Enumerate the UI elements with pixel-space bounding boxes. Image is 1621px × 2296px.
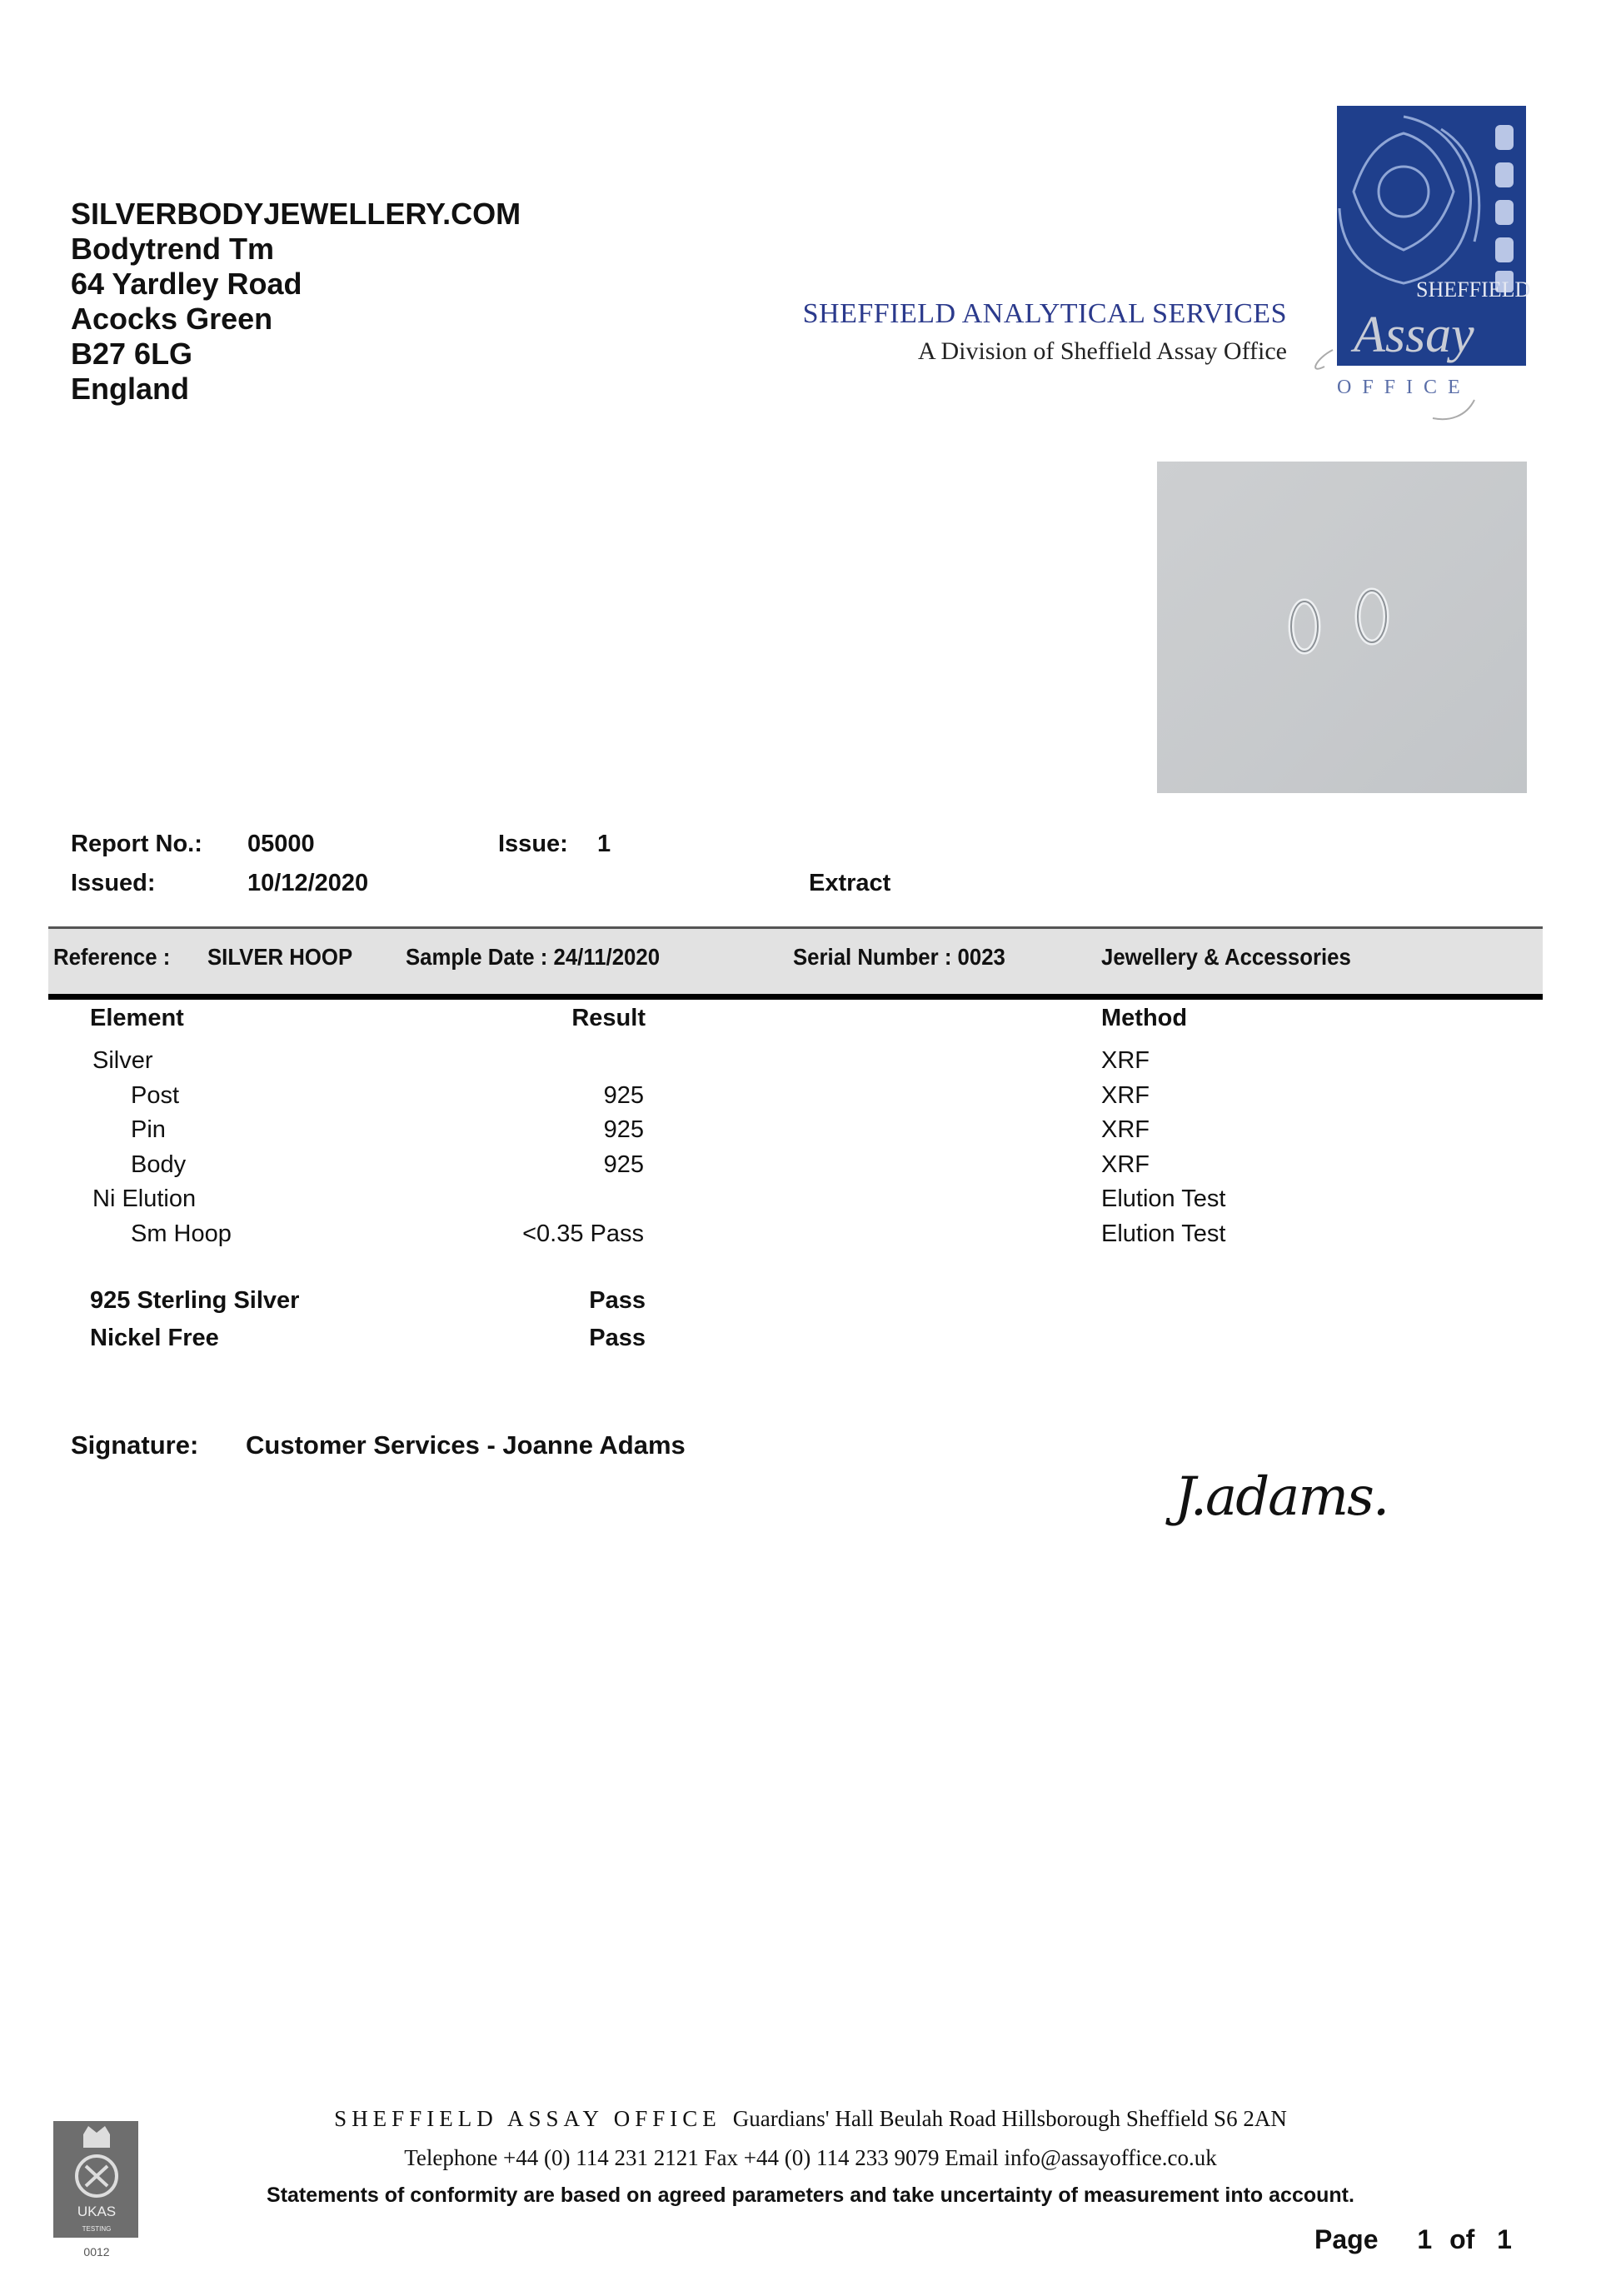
report-no: 05000 <box>247 831 315 857</box>
issue-number: 1 <box>597 831 611 857</box>
ukas-logo: UKAS TESTING 0012 <box>52 2116 142 2270</box>
row-result: 925 <box>603 1151 644 1178</box>
issued-label: Issued: <box>71 870 156 896</box>
reference-value: SILVER HOOP <box>207 944 353 970</box>
row-method: XRF <box>1101 1151 1150 1178</box>
ukas-number: 0012 <box>83 2245 109 2259</box>
reference-label: Reference : <box>53 944 171 970</box>
signature-label: Signature: <box>71 1430 199 1460</box>
header-title: SHEFFIELD ANALYTICAL SERVICES <box>802 298 1287 329</box>
footer-address: SHEFFIELD ASSAY OFFICE Guardians' Hall Be… <box>0 2106 1621 2132</box>
issued-date: 10/12/2020 <box>247 870 369 896</box>
summary-result: Pass <box>589 1325 646 1351</box>
address-line: England <box>71 372 189 406</box>
reference-band: Reference : SILVER HOOP Sample Date : 24… <box>48 926 1543 1000</box>
row-element: Ni Elution <box>92 1185 197 1212</box>
row-method: XRF <box>1101 1082 1150 1109</box>
header-element: Element <box>90 1005 184 1031</box>
logo-sheffield-text: SHEFFIELD <box>1416 277 1530 302</box>
summary-label: Nickel Free <box>90 1325 219 1351</box>
sample-date: Sample Date : 24/11/2020 <box>406 944 661 970</box>
row-element: Silver <box>92 1047 153 1074</box>
signature-value: Customer Services - Joanne Adams <box>246 1430 686 1460</box>
summary-label: 925 Sterling Silver <box>90 1287 300 1314</box>
summary-result: Pass <box>589 1287 646 1314</box>
logo-assay-text: Assay <box>1350 307 1474 363</box>
address-line: B27 6LG <box>71 337 193 371</box>
address-line: SILVERBODYJEWELLERY.COM <box>71 197 521 231</box>
sample-photo <box>1157 462 1527 793</box>
page-label: Page <box>1314 2224 1379 2254</box>
category: Jewellery & Accessories <box>1101 944 1351 970</box>
svg-text:TESTING: TESTING <box>82 2225 112 2233</box>
footer-company-name: SHEFFIELD ASSAY OFFICE <box>334 2106 721 2131</box>
row-result: <0.35 Pass <box>522 1220 644 1247</box>
header-result: Result <box>571 1005 646 1031</box>
sheffield-assay-office-logo: SHEFFIELD Assay OFFICE <box>1308 100 1541 425</box>
report-no-label: Report No.: <box>71 831 202 857</box>
ukas-text: UKAS <box>77 2204 116 2219</box>
row-method: XRF <box>1101 1047 1150 1074</box>
address-line: Acocks Green <box>71 302 273 336</box>
of-label: of <box>1449 2224 1475 2254</box>
serial-number: Serial Number : 0023 <box>793 944 1005 970</box>
row-element: Pin <box>131 1116 166 1143</box>
address-line: Bodytrend Tm <box>71 232 275 266</box>
footer-statement: Statements of conformity are based on ag… <box>267 2184 1354 2207</box>
row-result: 925 <box>603 1116 644 1143</box>
handwritten-signature: J.adams. <box>1175 1466 1389 1528</box>
logo-office-text: OFFICE <box>1337 377 1471 398</box>
footer-contact: Telephone +44 (0) 114 231 2121 Fax +44 (… <box>404 2145 1217 2170</box>
row-element: Sm Hoop <box>131 1220 232 1247</box>
page-total: 1 <box>1497 2224 1512 2254</box>
recipient-address: SILVERBODYJEWELLERY.COM Bodytrend Tm 64 … <box>71 197 521 407</box>
row-result: 925 <box>603 1082 644 1109</box>
row-method: Elution Test <box>1101 1185 1226 1212</box>
header-subtitle: A Division of Sheffield Assay Office <box>917 337 1287 365</box>
row-element: Body <box>131 1151 187 1178</box>
page-number: 1 <box>1417 2224 1433 2254</box>
issue-label: Issue: <box>498 831 568 857</box>
footer-address-text: Guardians' Hall Beulah Road Hillsborough… <box>732 2106 1287 2131</box>
report-type: Extract <box>809 870 891 896</box>
row-element: Post <box>131 1082 180 1109</box>
row-method: Elution Test <box>1101 1220 1226 1247</box>
header-method: Method <box>1101 1005 1188 1031</box>
page-indicator: Page 1 of 1 <box>1314 2224 1512 2255</box>
row-method: XRF <box>1101 1116 1150 1143</box>
address-line: 64 Yardley Road <box>71 267 302 301</box>
